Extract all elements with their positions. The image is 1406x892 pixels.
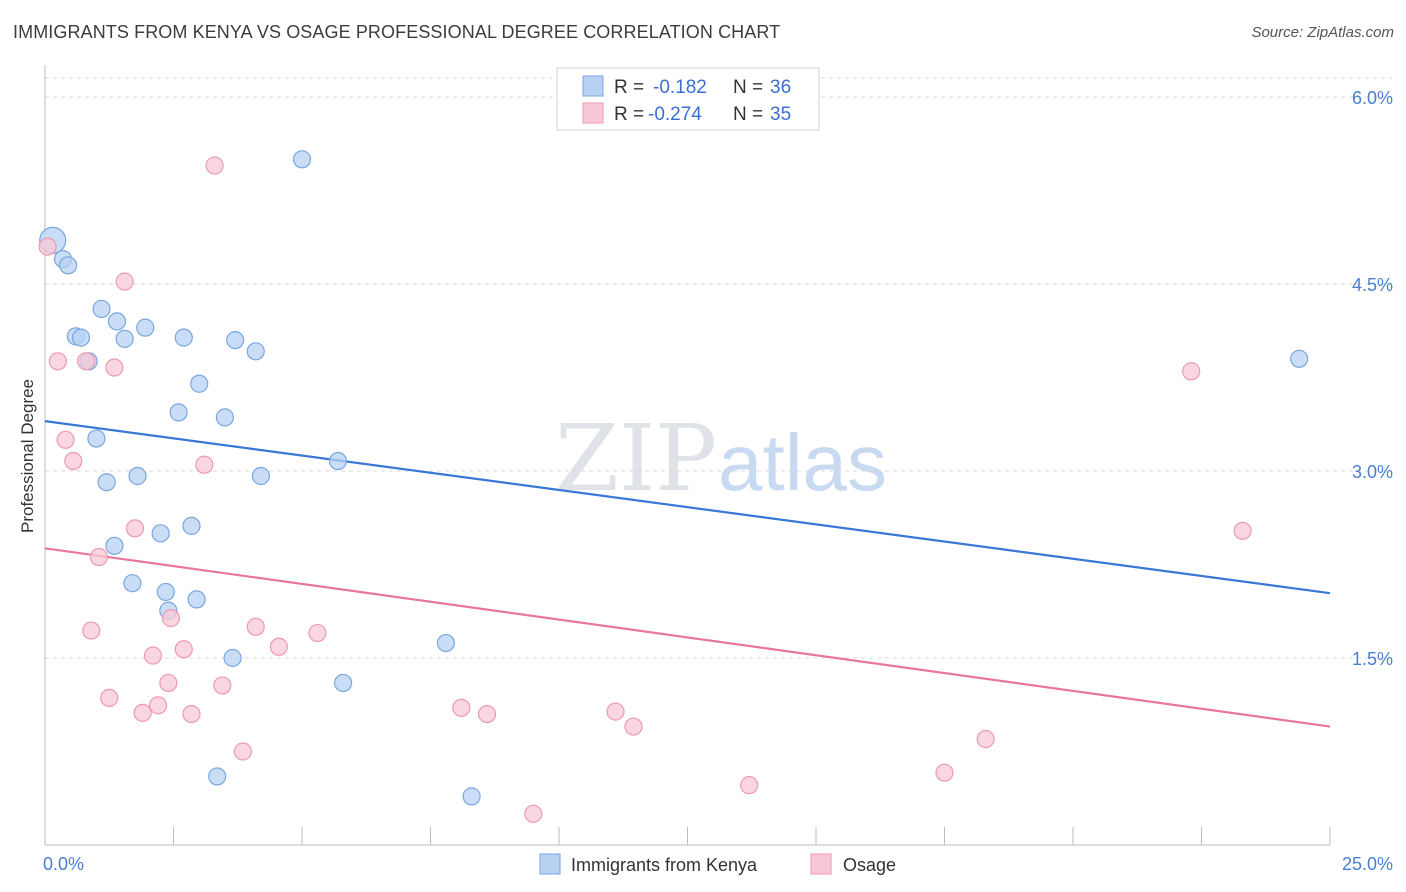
legend-r-value-kenya: -0.182 bbox=[653, 77, 707, 98]
point-osage bbox=[269, 637, 288, 656]
point-kenya bbox=[97, 473, 116, 492]
y-tick-label: 4.5% bbox=[1352, 275, 1393, 295]
data-points bbox=[38, 150, 1309, 823]
point-osage bbox=[246, 617, 265, 636]
point-kenya bbox=[92, 299, 111, 319]
point-osage bbox=[452, 698, 471, 717]
y-tick-label: 3.0% bbox=[1352, 462, 1393, 482]
chart-title: IMMIGRANTS FROM KENYA VS OSAGE PROFESSIO… bbox=[13, 22, 781, 42]
point-kenya bbox=[328, 451, 348, 471]
point-osage bbox=[308, 623, 327, 643]
point-osage bbox=[205, 156, 224, 175]
bottom-legend-label-osage: Osage bbox=[843, 855, 896, 875]
axes bbox=[44, 65, 1331, 846]
legend-swatch-osage bbox=[582, 102, 604, 124]
point-kenya bbox=[182, 516, 201, 535]
point-osage bbox=[133, 703, 152, 722]
point-kenya bbox=[174, 328, 193, 347]
legend-n-label-osage: N = bbox=[733, 104, 763, 125]
trend-lines bbox=[44, 420, 1331, 728]
point-osage bbox=[935, 763, 954, 782]
point-kenya bbox=[115, 329, 134, 348]
point-osage bbox=[524, 804, 543, 823]
point-osage bbox=[115, 272, 134, 291]
point-kenya bbox=[71, 328, 91, 347]
point-kenya bbox=[246, 342, 265, 361]
point-osage bbox=[89, 547, 109, 567]
tick-labels: 1.5% 3.0% 4.5% 6.0% 0.0% 25.0% bbox=[43, 88, 1393, 874]
bottom-legend-swatch-kenya bbox=[539, 853, 561, 875]
point-osage bbox=[82, 621, 101, 640]
source-credit: Source: ZipAtlas.com bbox=[1251, 24, 1394, 41]
point-osage bbox=[48, 352, 67, 371]
point-kenya bbox=[169, 403, 188, 422]
point-kenya bbox=[462, 787, 481, 806]
point-osage bbox=[174, 640, 193, 659]
point-kenya bbox=[436, 633, 456, 653]
legend-r-label-osage: R = bbox=[614, 104, 644, 125]
point-osage bbox=[159, 673, 178, 693]
point-osage bbox=[143, 646, 163, 665]
top-legend: R = -0.182 N = 36 R = -0.274 N = 35 bbox=[556, 67, 820, 131]
point-osage bbox=[740, 776, 759, 795]
point-kenya bbox=[215, 408, 234, 427]
point-kenya bbox=[87, 429, 106, 448]
point-kenya bbox=[251, 466, 270, 486]
point-kenya bbox=[105, 536, 124, 555]
legend-n-value-kenya: 36 bbox=[770, 77, 791, 98]
point-osage bbox=[125, 519, 145, 538]
point-kenya bbox=[151, 524, 170, 543]
legend-n-value-osage: 35 bbox=[770, 104, 791, 125]
point-osage bbox=[477, 704, 497, 724]
point-kenya bbox=[107, 312, 127, 331]
point-osage bbox=[64, 451, 83, 471]
point-kenya bbox=[128, 466, 147, 486]
point-osage bbox=[233, 742, 252, 761]
point-osage bbox=[1233, 521, 1252, 540]
point-kenya bbox=[187, 590, 206, 609]
point-kenya bbox=[208, 767, 227, 786]
point-osage bbox=[105, 358, 124, 377]
point-osage bbox=[77, 352, 96, 371]
legend-r-label-kenya: R = bbox=[614, 77, 644, 98]
point-osage bbox=[976, 729, 995, 749]
point-kenya bbox=[334, 673, 353, 693]
legend-n-label-kenya: N = bbox=[733, 77, 763, 98]
point-kenya bbox=[123, 574, 142, 593]
point-osage bbox=[161, 609, 181, 628]
point-kenya bbox=[226, 331, 245, 350]
y-tick-label: 6.0% bbox=[1352, 88, 1393, 108]
point-kenya bbox=[292, 150, 312, 169]
point-osage bbox=[213, 676, 232, 695]
y-axis-label: Professional Degree bbox=[18, 379, 37, 533]
point-kenya bbox=[1290, 349, 1309, 368]
point-osage bbox=[624, 717, 643, 736]
point-osage bbox=[100, 688, 119, 707]
bottom-legend-swatch-osage bbox=[810, 853, 832, 875]
x-tick-label-min: 0.0% bbox=[43, 854, 84, 874]
point-osage bbox=[148, 696, 168, 715]
point-kenya bbox=[136, 318, 155, 337]
point-osage bbox=[1182, 362, 1201, 381]
trend-line-kenya bbox=[44, 420, 1331, 595]
legend-swatch-kenya bbox=[582, 75, 604, 97]
point-osage bbox=[56, 430, 75, 449]
x-tick-label-max: 25.0% bbox=[1342, 854, 1393, 874]
bottom-legend-label-kenya: Immigrants from Kenya bbox=[571, 855, 758, 875]
bottom-legend: Immigrants from Kenya Osage bbox=[539, 853, 896, 875]
legend-r-value-osage: -0.274 bbox=[648, 104, 702, 125]
point-kenya bbox=[156, 582, 175, 602]
point-osage bbox=[182, 704, 201, 724]
point-osage bbox=[606, 702, 625, 721]
point-osage bbox=[38, 237, 57, 256]
trend-line-osage bbox=[44, 547, 1331, 728]
watermark-zip: ZIP bbox=[555, 405, 717, 512]
y-tick-label: 1.5% bbox=[1352, 649, 1393, 669]
point-osage bbox=[195, 455, 214, 474]
point-kenya bbox=[59, 256, 78, 275]
watermark-atlas: atlas bbox=[718, 418, 887, 507]
point-kenya bbox=[190, 374, 209, 393]
point-kenya bbox=[223, 648, 242, 668]
